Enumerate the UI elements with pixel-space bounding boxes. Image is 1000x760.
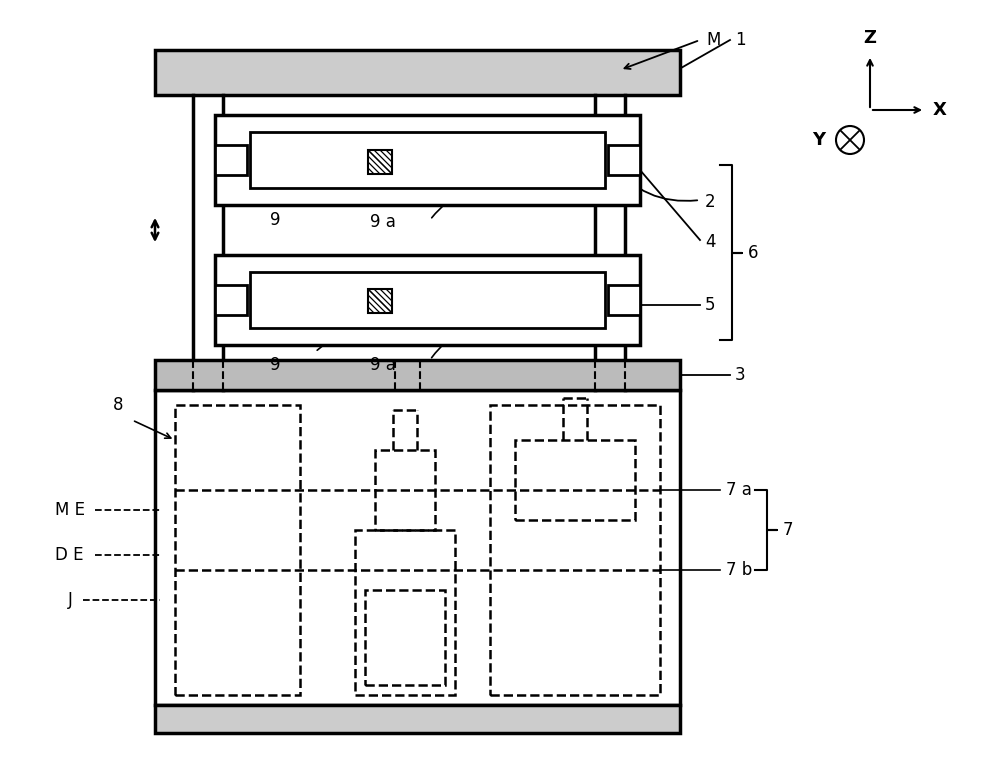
Bar [155, 705, 680, 733]
Bar [368, 289, 392, 313]
Bar [515, 440, 635, 520]
Text: 2: 2 [705, 193, 716, 211]
Bar [490, 405, 660, 695]
Text: 9: 9 [270, 211, 280, 229]
Text: 8: 8 [113, 396, 123, 414]
Bar [608, 145, 640, 175]
Text: 9 a: 9 a [370, 356, 396, 374]
Bar [215, 145, 247, 175]
Bar [608, 285, 640, 315]
Text: 6: 6 [748, 244, 759, 262]
Text: M: M [706, 31, 720, 49]
Bar [215, 115, 640, 205]
Bar [368, 150, 392, 174]
Text: M E: M E [55, 501, 85, 519]
Text: Y: Y [812, 131, 825, 149]
Text: 7 b: 7 b [726, 561, 752, 579]
Bar [215, 255, 640, 345]
Bar [155, 360, 680, 390]
Bar [355, 530, 455, 695]
Text: D E: D E [55, 546, 84, 564]
Bar [155, 50, 680, 95]
Text: X: X [933, 101, 947, 119]
Bar [250, 132, 605, 188]
Text: Z: Z [864, 29, 876, 47]
Text: 5: 5 [705, 296, 716, 314]
Bar [375, 450, 435, 530]
Text: 9 a: 9 a [370, 213, 396, 231]
Text: 3: 3 [735, 366, 746, 384]
Bar [155, 390, 680, 705]
Bar [250, 272, 605, 328]
Text: 9: 9 [270, 356, 280, 374]
Bar [215, 285, 247, 315]
Text: 4: 4 [705, 233, 716, 251]
Text: J: J [68, 591, 73, 609]
Text: 1: 1 [735, 31, 746, 49]
Text: 7: 7 [783, 521, 794, 539]
Bar [365, 590, 445, 685]
Text: 7 a: 7 a [726, 481, 752, 499]
Bar [175, 405, 300, 695]
